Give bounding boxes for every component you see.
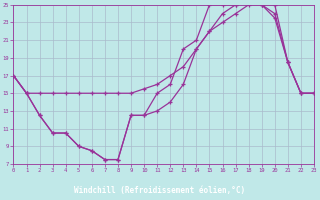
Text: Windchill (Refroidissement éolien,°C): Windchill (Refroidissement éolien,°C) — [75, 186, 245, 196]
